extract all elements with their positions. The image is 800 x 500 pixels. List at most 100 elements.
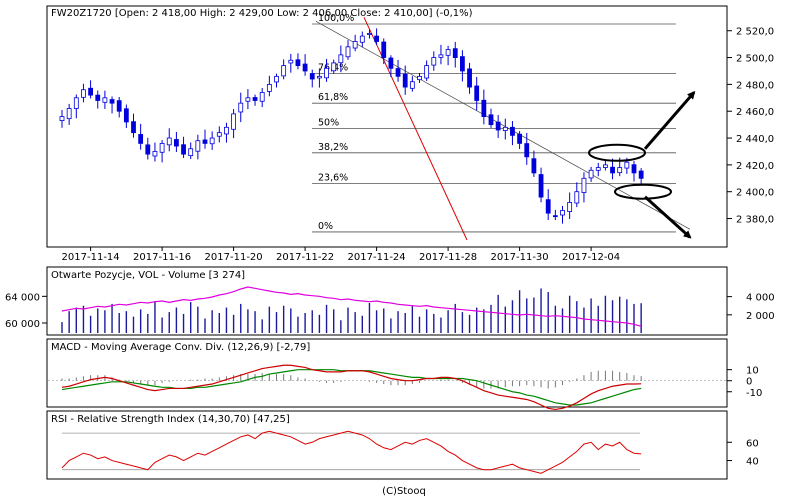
ellipse-upper <box>588 143 646 162</box>
oi-tick-label: 60 000 <box>5 319 40 330</box>
trend-lines <box>315 17 691 241</box>
candle-body <box>259 92 265 102</box>
price-tick-label: 2 520,0 <box>736 27 774 38</box>
candle-body <box>181 144 186 155</box>
macd-tick-label: -10 <box>746 388 762 399</box>
rsi-panel-title: RSI - Relative Strength Index (14,30,70)… <box>51 414 290 425</box>
price-tick-label: 2 500,0 <box>736 54 774 65</box>
candle-body <box>402 73 408 88</box>
candle-body <box>395 68 401 77</box>
candle-body <box>274 75 279 83</box>
candle-body <box>81 89 86 98</box>
candle-body <box>431 57 437 66</box>
footer-credit: (C)Stooq <box>382 486 426 497</box>
fib-label: 38,2% <box>318 142 348 153</box>
candle-body <box>595 167 601 171</box>
macd-tick-label: 10 <box>746 366 759 377</box>
candle-body <box>188 148 194 157</box>
candle-body <box>381 41 387 58</box>
date-tick-label: 2017-11-30 <box>491 252 549 263</box>
candle-body <box>331 62 337 72</box>
date-tick-label: 2017-11-14 <box>62 252 120 263</box>
volume-tick-label: 4 000 <box>746 293 775 304</box>
candle-body <box>216 132 222 137</box>
macd-panel-title: MACD - Moving Average Conv. Div. (12,26,… <box>51 342 310 353</box>
candle-body <box>474 85 480 101</box>
candle-body <box>510 126 515 136</box>
rsi-tick-label: 60 <box>746 438 759 449</box>
candle-body <box>617 167 623 174</box>
candle-body <box>295 59 301 67</box>
fib-label: 61,8% <box>318 92 348 103</box>
trend-line-red <box>363 17 468 241</box>
candle-body <box>302 63 308 72</box>
oi-tick-label: 64 000 <box>5 292 40 303</box>
candle-body <box>467 68 472 88</box>
trend-line-channel <box>315 21 691 230</box>
candle-body <box>166 137 172 146</box>
candle-body <box>359 35 365 43</box>
candle-body <box>345 46 351 58</box>
candle-body <box>131 121 136 134</box>
candle-body <box>324 67 329 79</box>
candle-body <box>459 56 465 72</box>
candle-body <box>574 191 580 204</box>
price-tick-label: 2 440,0 <box>736 134 774 145</box>
ellipse-lower <box>614 183 672 200</box>
candle-body <box>288 59 294 64</box>
candle-body <box>624 161 630 169</box>
macd-line <box>61 364 642 411</box>
candle-body <box>316 75 322 79</box>
macd-tick-label: 0 <box>746 377 752 388</box>
candle-body <box>109 99 115 104</box>
candle-body <box>488 114 494 126</box>
volume-panel-title: Otwarte Pozycje, VOL - Volume [3 274] <box>51 270 245 281</box>
candle-body <box>159 143 165 153</box>
price-tick-label: 2 480,0 <box>736 80 774 91</box>
date-axis: 2017-11-14 2017-11-16 2017-11-20 2017-11-22… <box>62 247 620 263</box>
open-interest-line <box>61 286 642 327</box>
candle-body <box>495 121 501 131</box>
rsi-plot: 40 60 <box>61 430 759 474</box>
candle-body <box>145 144 151 155</box>
candle-body <box>452 48 458 58</box>
candle-body <box>309 73 315 80</box>
candle-body <box>102 97 108 103</box>
candle-body <box>424 65 430 79</box>
fib-label: 100,0% <box>318 13 354 24</box>
candle-body <box>59 116 65 122</box>
candle-body <box>531 158 537 174</box>
candle-body <box>631 164 637 174</box>
candle-body <box>95 94 101 101</box>
price-candles <box>59 28 644 224</box>
candle-body <box>116 100 122 112</box>
candle-body <box>66 108 72 120</box>
candle-body <box>610 166 615 174</box>
candle-body <box>581 177 587 193</box>
price-tick-label: 2 420,0 <box>736 161 774 172</box>
price-tick-label: 2 460,0 <box>736 107 774 118</box>
candle-body <box>388 57 394 69</box>
open-interest-polyline <box>61 286 642 327</box>
arrow-down <box>643 195 692 239</box>
candle-body <box>252 97 258 101</box>
arrow-up <box>643 90 696 150</box>
candle-body <box>552 215 558 218</box>
date-tick-label: 2017-11-28 <box>419 252 477 263</box>
price-panel-frame <box>46 5 728 248</box>
candle-body <box>338 54 344 64</box>
candle-body <box>603 164 608 168</box>
candle-body <box>417 75 422 81</box>
candle-body <box>560 210 565 216</box>
fib-label: 23,6% <box>318 173 348 184</box>
candle-body <box>202 139 208 144</box>
price-header: FW20Z1720 [Open: 2 418,00 High: 2 429,00… <box>51 8 473 19</box>
rsi-tick-label: 40 <box>746 457 759 468</box>
candle-body <box>138 134 144 144</box>
candle-body <box>517 133 522 144</box>
date-tick-label: 2017-11-20 <box>205 252 263 263</box>
candle-body <box>409 81 415 89</box>
candle-body <box>524 143 530 158</box>
